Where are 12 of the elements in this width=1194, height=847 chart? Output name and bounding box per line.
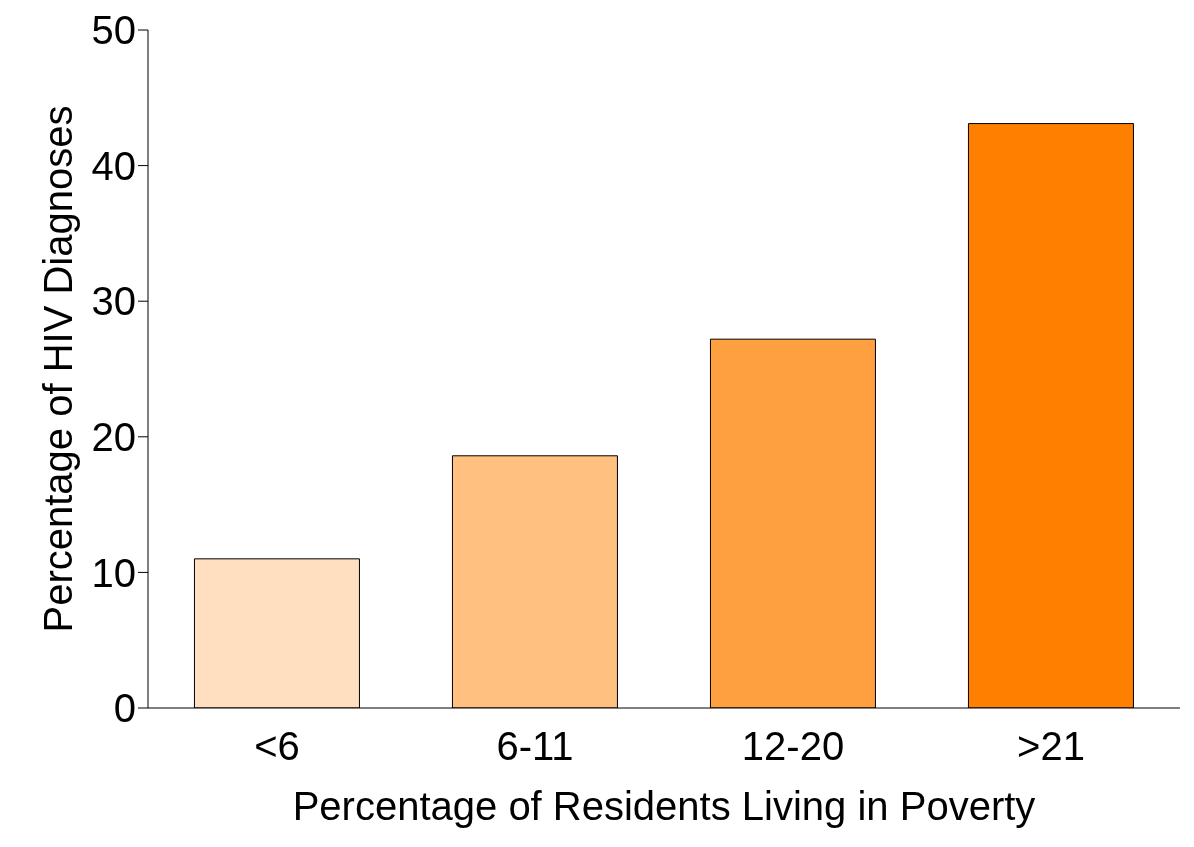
x-axis-title: Percentage of Residents Living in Poverty: [292, 784, 1036, 828]
y-tick-label: 10: [91, 550, 136, 595]
y-tick-label: 40: [91, 143, 136, 188]
y-tick-label: 20: [91, 415, 136, 459]
x-tick-label: >21: [1017, 724, 1085, 769]
y-tick-label: 0: [113, 686, 136, 731]
x-tick-label: 12-20: [741, 724, 845, 769]
x-tick-label: 6-11: [496, 724, 574, 769]
x-tick-label: <6: [254, 724, 300, 769]
y-tick-label: 50: [91, 8, 136, 53]
y-tick-label: 30: [91, 279, 136, 324]
y-axis-title: Percentage of HIV Diagnoses: [36, 105, 81, 633]
